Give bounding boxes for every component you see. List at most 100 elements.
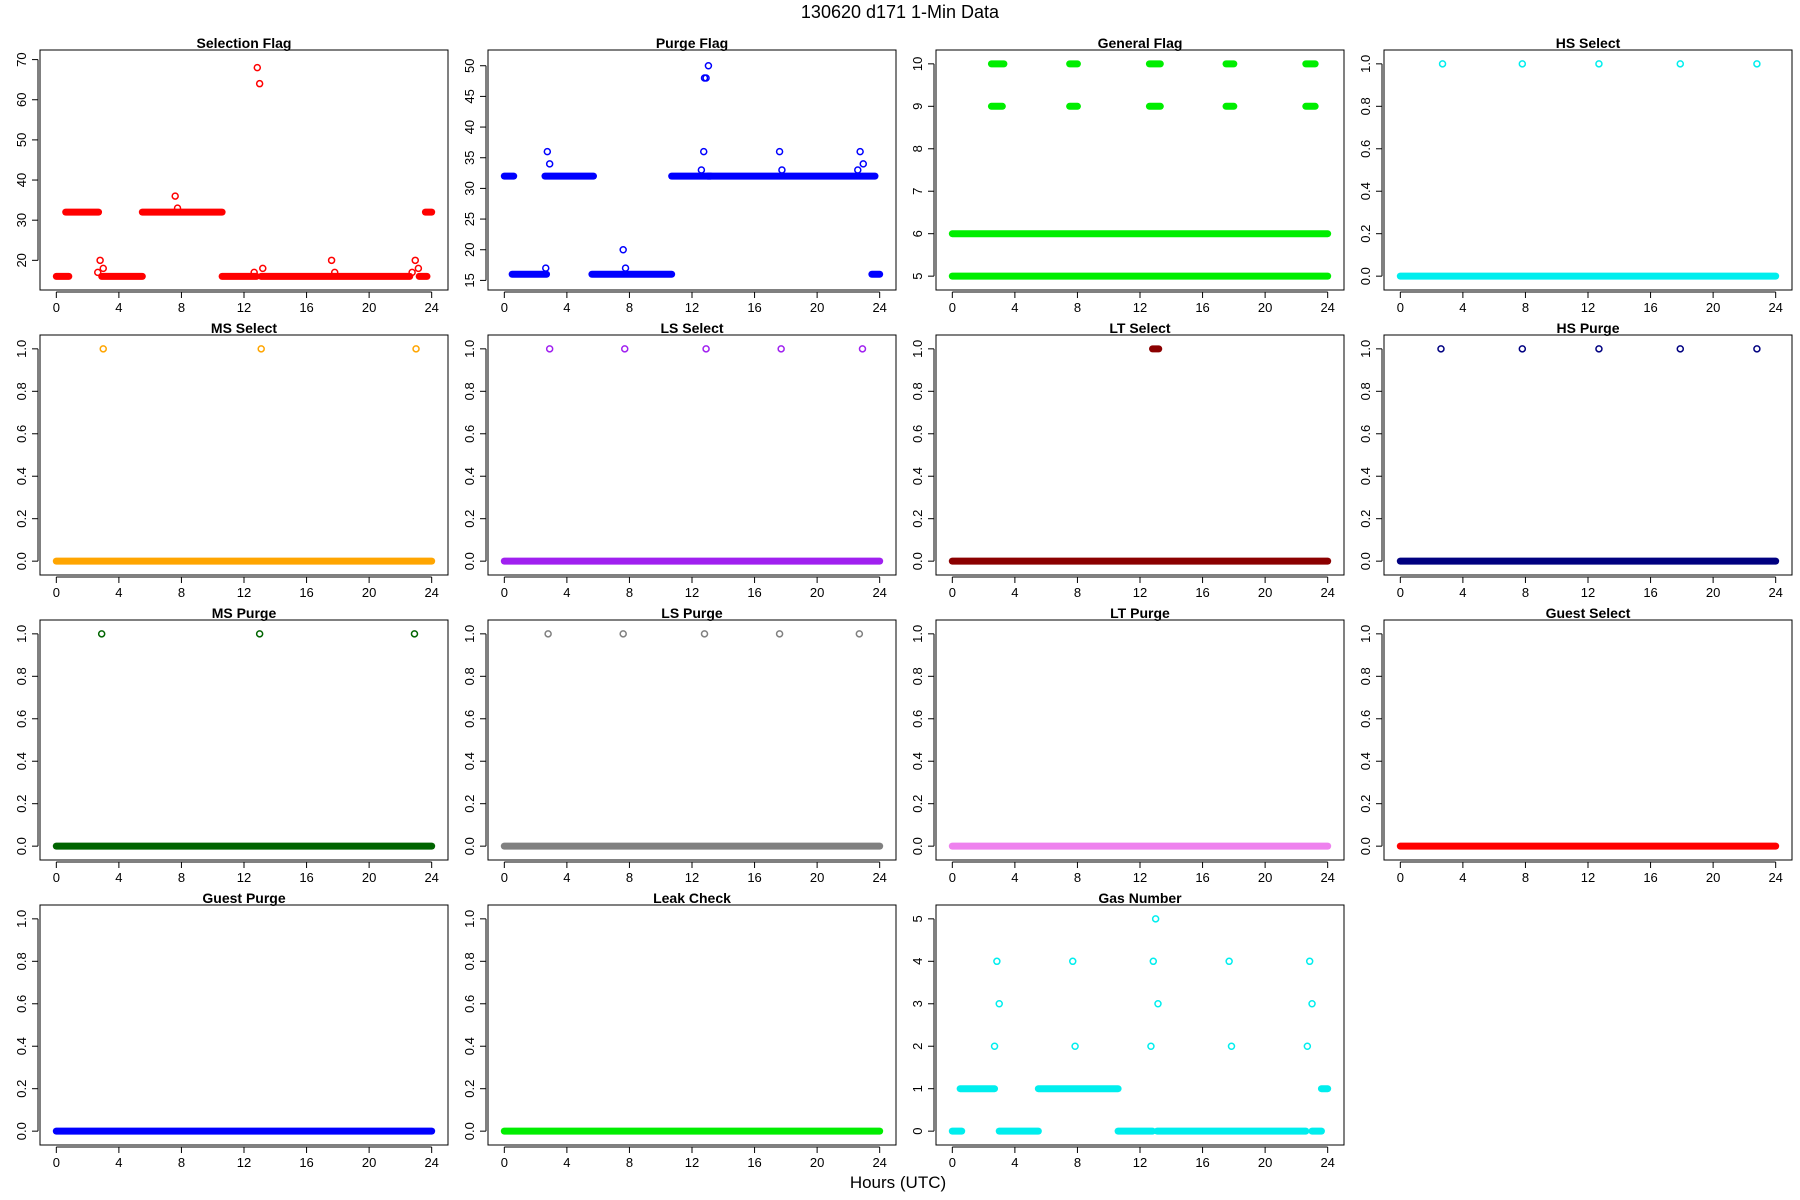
x-axis: 0 4 8 12 16 20 24 xyxy=(501,1146,887,1170)
data-point xyxy=(411,256,420,265)
plot-frame xyxy=(39,334,449,576)
y-axis: 0.0 0.2 0.4 0.6 0.8 1.0 xyxy=(910,340,935,570)
data-point xyxy=(1149,957,1158,966)
y-tick-label: 0.0 xyxy=(1358,552,1373,570)
y-tick-label: 0.6 xyxy=(1358,425,1373,443)
x-tick-label: 0 xyxy=(501,585,508,600)
x-tick-label: 4 xyxy=(1459,300,1466,315)
x-tick-label: 4 xyxy=(563,870,570,885)
data-point xyxy=(94,268,102,277)
data-point xyxy=(1438,60,1447,68)
y-tick-label: 0.8 xyxy=(14,382,29,400)
x-tick-label: 0 xyxy=(501,300,508,315)
x-tick-label: 16 xyxy=(299,300,313,315)
x-tick-label: 16 xyxy=(747,870,761,885)
panel-title: General Flag xyxy=(1098,35,1183,51)
x-tick-label: 24 xyxy=(424,585,438,600)
plot-frame xyxy=(39,49,449,291)
y-tick-label: 0.2 xyxy=(910,795,925,813)
y-axis: 0.0 0.2 0.4 0.6 0.8 1.0 xyxy=(1358,340,1383,570)
data-point xyxy=(775,147,784,156)
x-tick-label: 24 xyxy=(872,585,886,600)
data-point xyxy=(1518,345,1527,353)
y-tick-label: 0.0 xyxy=(14,837,29,855)
data-point xyxy=(702,74,710,82)
y-tick-label: 1.0 xyxy=(462,910,477,928)
x-axis: 0 4 8 12 16 20 24 xyxy=(1397,291,1783,315)
x-tick-label: 4 xyxy=(1011,870,1018,885)
data-point xyxy=(702,345,710,353)
chart-panel: General Flag 0 4 8 12 16 20 24 5 6 7 8 9 10 xyxy=(910,35,1345,315)
x-tick-label: 4 xyxy=(1011,300,1018,315)
x-tick-label: 0 xyxy=(1397,870,1404,885)
panel-title: Purge Flag xyxy=(656,35,728,51)
data-point xyxy=(700,630,709,638)
x-tick-label: 0 xyxy=(53,585,60,600)
data-point xyxy=(414,264,423,273)
data-point xyxy=(1753,60,1761,68)
data-point xyxy=(1068,957,1077,966)
series-markers xyxy=(52,63,436,280)
data-point xyxy=(778,166,786,174)
y-tick-label: 0.6 xyxy=(910,425,925,443)
y-tick-label: 35 xyxy=(462,150,477,164)
y-tick-label: 0.2 xyxy=(910,510,925,528)
x-tick-label: 12 xyxy=(237,300,251,315)
data-point xyxy=(1676,60,1685,68)
data-point xyxy=(621,264,630,272)
data-point xyxy=(327,256,336,265)
figure-title: 130620 d171 1-Min Data xyxy=(801,2,1000,22)
x-axis: 0 4 8 12 16 20 24 xyxy=(949,861,1335,885)
x-tick-label: 8 xyxy=(1522,300,1529,315)
x-tick-label: 12 xyxy=(237,870,251,885)
x-tick-label: 16 xyxy=(747,1155,761,1170)
x-tick-label: 24 xyxy=(1320,870,1334,885)
data-point xyxy=(1303,1042,1312,1050)
x-tick-label: 20 xyxy=(810,1155,824,1170)
x-tick-label: 4 xyxy=(115,585,122,600)
x-tick-label: 20 xyxy=(362,1155,376,1170)
y-tick-label: 0.8 xyxy=(1358,382,1373,400)
x-tick-label: 4 xyxy=(563,300,570,315)
data-point xyxy=(1676,345,1685,353)
y-tick-label: 1.0 xyxy=(1358,625,1373,643)
data-point xyxy=(544,630,552,638)
x-tick-label: 12 xyxy=(1133,585,1147,600)
x-tick-label: 16 xyxy=(747,300,761,315)
x-tick-label: 8 xyxy=(1522,585,1529,600)
y-tick-label: 0.0 xyxy=(14,552,29,570)
y-tick-label: 1.0 xyxy=(1358,340,1373,358)
x-axis: 0 4 8 12 16 20 24 xyxy=(501,861,887,885)
plot-frame xyxy=(487,904,897,1146)
y-tick-label: 0.8 xyxy=(910,382,925,400)
x-tick-label: 12 xyxy=(1133,1155,1147,1170)
y-tick-label: 1.0 xyxy=(14,340,29,358)
y-tick-label: 3 xyxy=(910,1000,925,1007)
data-point xyxy=(173,204,182,212)
panel-title: HS Select xyxy=(1556,35,1621,51)
y-tick-label: 0.6 xyxy=(462,710,477,728)
data-point xyxy=(1437,345,1445,353)
y-tick-label: 0.0 xyxy=(462,552,477,570)
chart-panel: HS Select 0 4 8 12 16 20 24 0.0 0.2 0.4 0.6 0.8 1.0 xyxy=(1358,35,1793,315)
x-tick-label: 0 xyxy=(949,585,956,600)
y-tick-label: 8 xyxy=(910,145,925,152)
x-tick-label: 0 xyxy=(949,1155,956,1170)
chart-panel: Leak Check 0 4 8 12 16 20 24 0.0 0.2 0.4 0.6 0.8 1.0 xyxy=(462,890,897,1170)
x-axis: 0 4 8 12 16 20 24 xyxy=(949,576,1335,600)
x-tick-label: 8 xyxy=(178,300,185,315)
y-tick-label: 0.6 xyxy=(1358,140,1373,158)
y-axis: 15 20 25 30 35 40 45 50 xyxy=(462,58,487,288)
panel-title: Selection Flag xyxy=(197,35,292,51)
x-axis: 0 4 8 12 16 20 24 xyxy=(53,576,439,600)
panel-title: LT Purge xyxy=(1110,605,1170,621)
y-tick-label: 0.2 xyxy=(1358,795,1373,813)
x-tick-label: 20 xyxy=(1706,870,1720,885)
x-tick-label: 20 xyxy=(1258,300,1272,315)
series-markers xyxy=(1396,60,1780,280)
plot-frame xyxy=(487,334,897,576)
data-point xyxy=(1518,60,1527,68)
data-point xyxy=(777,345,785,353)
y-tick-label: 0.8 xyxy=(462,382,477,400)
